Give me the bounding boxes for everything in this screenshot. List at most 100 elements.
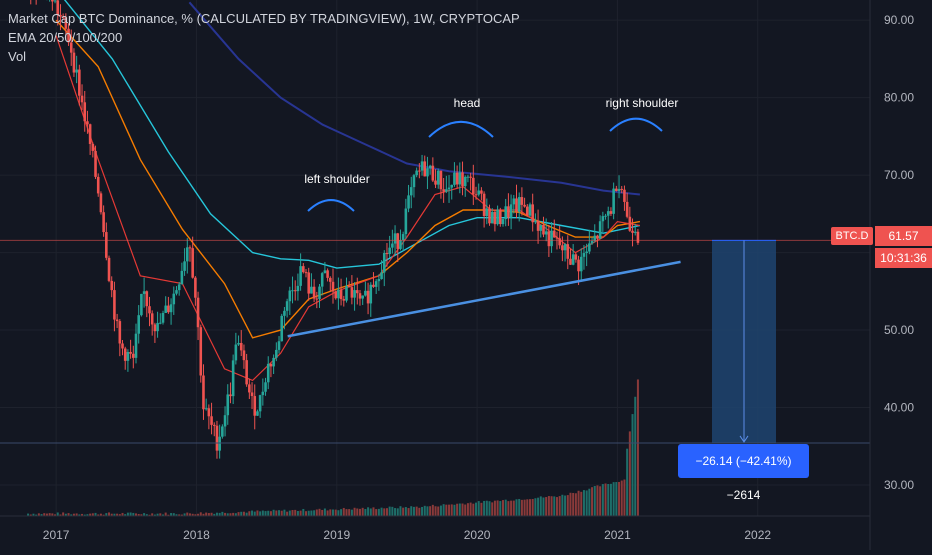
volume-bar: [91, 513, 94, 516]
measure-result-label[interactable]: −26.14 (−42.41%) −2614: [678, 444, 809, 502]
volume-bar: [110, 513, 113, 516]
candle-body: [218, 436, 221, 451]
candle-body: [137, 315, 141, 334]
volume-bar: [272, 509, 275, 516]
x-tick-label: 2020: [464, 528, 491, 542]
volume-bar: [518, 498, 521, 516]
ema20-line: [55, 35, 641, 382]
candle-body: [194, 277, 197, 298]
candle-body: [115, 319, 119, 322]
volume-bar: [464, 504, 467, 516]
candle-body: [223, 415, 227, 427]
candle-body: [234, 344, 238, 361]
volume-bar: [566, 495, 569, 516]
candle-body: [542, 224, 545, 235]
volume-bar: [496, 500, 499, 516]
left-shoulder-label: left shoulder: [304, 172, 369, 186]
candle-body: [598, 221, 602, 239]
candle-body: [396, 233, 400, 249]
volume-bar: [483, 500, 486, 516]
volume-bar: [269, 511, 272, 516]
volume-bar: [439, 505, 442, 516]
volume-bar: [429, 506, 432, 516]
volume-bar: [499, 501, 502, 516]
candle-body: [493, 211, 497, 225]
candle-body: [129, 351, 132, 354]
volume-bar: [229, 513, 232, 516]
candle-body: [474, 194, 478, 196]
candle-body: [105, 232, 108, 258]
volume-bar: [215, 512, 218, 516]
candle-body: [158, 322, 162, 324]
volume-bar: [585, 490, 588, 516]
candle-body: [140, 293, 143, 316]
volume-bar: [280, 510, 283, 516]
volume-bar: [97, 514, 100, 516]
candle-body: [226, 394, 230, 416]
candle-body: [458, 172, 462, 185]
candle-body: [302, 266, 305, 273]
candle-body: [372, 284, 375, 287]
legend-indicator[interactable]: EMA 20/50/100/200: [8, 30, 123, 45]
volume-bar: [259, 511, 262, 516]
candle-body: [326, 270, 329, 278]
candle-body: [256, 411, 259, 416]
volume-bar: [45, 513, 48, 516]
volume-bar: [526, 499, 529, 516]
volume-bar: [226, 513, 229, 516]
volume-bar: [396, 508, 399, 516]
candle-body: [499, 209, 502, 225]
volume-bar: [426, 506, 429, 516]
candle-body: [307, 272, 311, 294]
candle-body: [517, 197, 521, 212]
volume-bar: [348, 509, 351, 516]
legend-volume[interactable]: Vol: [8, 49, 27, 64]
volume-bar: [59, 514, 62, 516]
volume-bar: [188, 513, 191, 516]
candle-body: [328, 277, 332, 282]
volume-bar: [615, 482, 618, 516]
volume-bar: [35, 514, 38, 516]
volume-bar: [601, 484, 604, 516]
candle-body: [596, 235, 599, 239]
volume-bar: [596, 485, 599, 516]
candle-body: [569, 258, 572, 265]
candle-body: [145, 291, 149, 307]
candle-body: [507, 206, 510, 218]
chart-legend[interactable]: Market Cap BTC Dominance, % (CALCULATED …: [8, 9, 520, 66]
volume-bar: [531, 498, 534, 516]
candle-body: [374, 281, 378, 287]
volume-bar: [140, 514, 143, 516]
volume-bar: [580, 491, 583, 516]
ema200-line: [188, 1, 641, 196]
volume-bar: [94, 512, 97, 516]
volume-bar: [321, 509, 324, 516]
volume-bar: [418, 507, 421, 516]
candle-body: [531, 204, 534, 223]
candle-body: [558, 238, 561, 246]
candle-body: [555, 237, 559, 239]
candle-body: [366, 290, 370, 304]
volume-bar: [555, 497, 558, 516]
volume-bar: [620, 480, 623, 516]
candle-body: [221, 426, 224, 437]
candle-body: [175, 290, 178, 294]
volume-bar: [331, 509, 334, 516]
candle-body: [269, 363, 273, 367]
volume-bar: [124, 514, 127, 516]
volume-bar: [313, 510, 316, 516]
volume-bar: [264, 511, 267, 516]
measure-arrow-head: [739, 435, 749, 443]
candle-body: [283, 310, 286, 316]
candle-body: [606, 211, 610, 216]
volume-bar: [245, 512, 248, 516]
right-shoulder-label: right shoulder: [606, 96, 679, 110]
volume-bar: [394, 508, 397, 516]
ema50-line: [55, 19, 641, 339]
volume-bar: [631, 414, 634, 516]
volume-bar: [434, 506, 437, 516]
candle-body: [523, 204, 526, 207]
legend-title[interactable]: Market Cap BTC Dominance, % (CALCULATED …: [8, 11, 520, 26]
